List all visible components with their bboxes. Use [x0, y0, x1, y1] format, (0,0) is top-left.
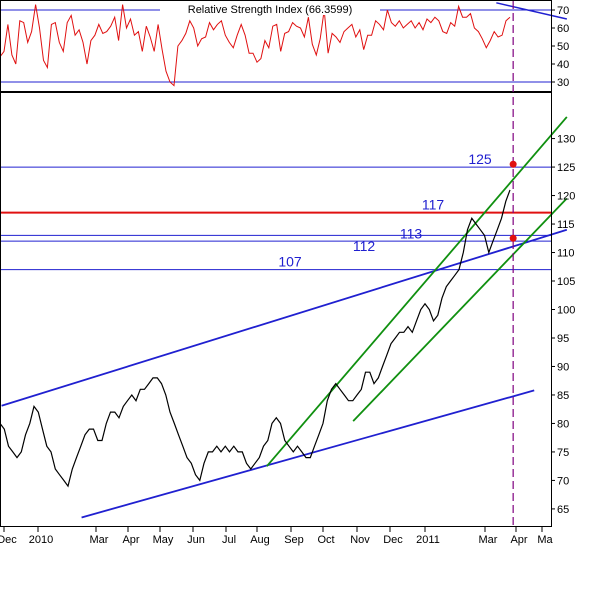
x-tick-label: Mar [90, 534, 109, 546]
rsi-line [0, 4, 511, 87]
trendline [81, 389, 535, 519]
price-y-tick-label: 75 [557, 447, 569, 459]
price-y-tick-label: 95 [557, 333, 569, 345]
rsi-y-tick-label: 30 [557, 77, 569, 89]
price-y-tick-label: 90 [557, 361, 569, 373]
price-y-axis: 65 70 75 80 85 90 95 100 105 110 115 120 125 130 [551, 134, 575, 516]
x-tick-label: Nov [350, 534, 370, 546]
x-tick-label: Dec [383, 534, 403, 546]
price-series [0, 189, 511, 488]
price-y-tick-label: 120 [557, 191, 575, 203]
level-labels: 125 117 113 112 107 [278, 151, 492, 270]
x-tick-label: Sep [284, 534, 304, 546]
x-tick-label: Apr [510, 534, 527, 546]
price-markers [509, 160, 517, 242]
rsi-panel: Relative Strength Index (66.3599) 30 40 50… [0, 0, 569, 92]
rsi-trendline [496, 2, 568, 20]
x-axis: Dec 2010 Mar Apr May Jun Jul Aug Sep Oct Nov Dec 201… [0, 526, 554, 546]
rsi-title: Relative Strength Index (66.3599) [188, 4, 353, 16]
level-label: 107 [278, 254, 302, 270]
rsi-title-background [160, 3, 380, 15]
price-marker [509, 234, 517, 242]
price-y-tick-label: 70 [557, 475, 569, 487]
x-tick-label: May [153, 534, 174, 546]
rsi-y-axis: 30 40 50 60 70 [551, 5, 569, 89]
price-y-tick-label: 115 [557, 219, 575, 231]
price-panel-frame [0, 92, 552, 527]
level-label: 117 [422, 197, 445, 213]
price-y-tick-label: 65 [557, 504, 569, 516]
rsi-series [0, 4, 511, 87]
price-y-tick-label: 100 [557, 305, 575, 317]
price-y-tick-label: 130 [557, 134, 575, 146]
trendline [1, 228, 568, 407]
price-marker [509, 160, 517, 168]
price-panel: 125 117 113 112 107 65 70 75 80 85 90 95 100 105 110 1… [0, 1, 575, 527]
rsi-y-tick-label: 50 [557, 41, 569, 53]
price-y-tick-label: 105 [557, 276, 575, 288]
x-tick-label: Jul [222, 534, 236, 546]
rsi-y-tick-label: 60 [557, 23, 569, 35]
x-tick-label: Oct [317, 534, 334, 546]
rsi-y-tick-label: 70 [557, 5, 569, 17]
x-tick-label: 2011 [416, 534, 440, 546]
price-line [0, 189, 511, 488]
rsi-trendline-line [496, 2, 568, 20]
x-tick-label: Apr [122, 534, 139, 546]
x-tick-label: 2010 [29, 534, 53, 546]
x-tick-label: Jun [187, 534, 205, 546]
price-y-tick-label: 85 [557, 390, 569, 402]
level-label: 125 [468, 151, 492, 167]
trendline [266, 116, 568, 467]
rsi-y-tick-label: 40 [557, 59, 569, 71]
x-tick-label: Aug [250, 534, 270, 546]
level-label: 113 [400, 225, 423, 241]
rsi-panel-frame [0, 0, 552, 92]
x-tick-label: Dec [0, 534, 17, 546]
trendline [352, 197, 568, 422]
trendlines [1, 116, 568, 519]
level-label: 112 [353, 238, 376, 254]
x-tick-label: Ma [537, 534, 553, 546]
price-y-tick-label: 80 [557, 418, 569, 430]
x-tick-label: Mar [479, 534, 498, 546]
price-y-tick-label: 125 [557, 162, 575, 174]
price-y-tick-label: 110 [557, 248, 575, 260]
